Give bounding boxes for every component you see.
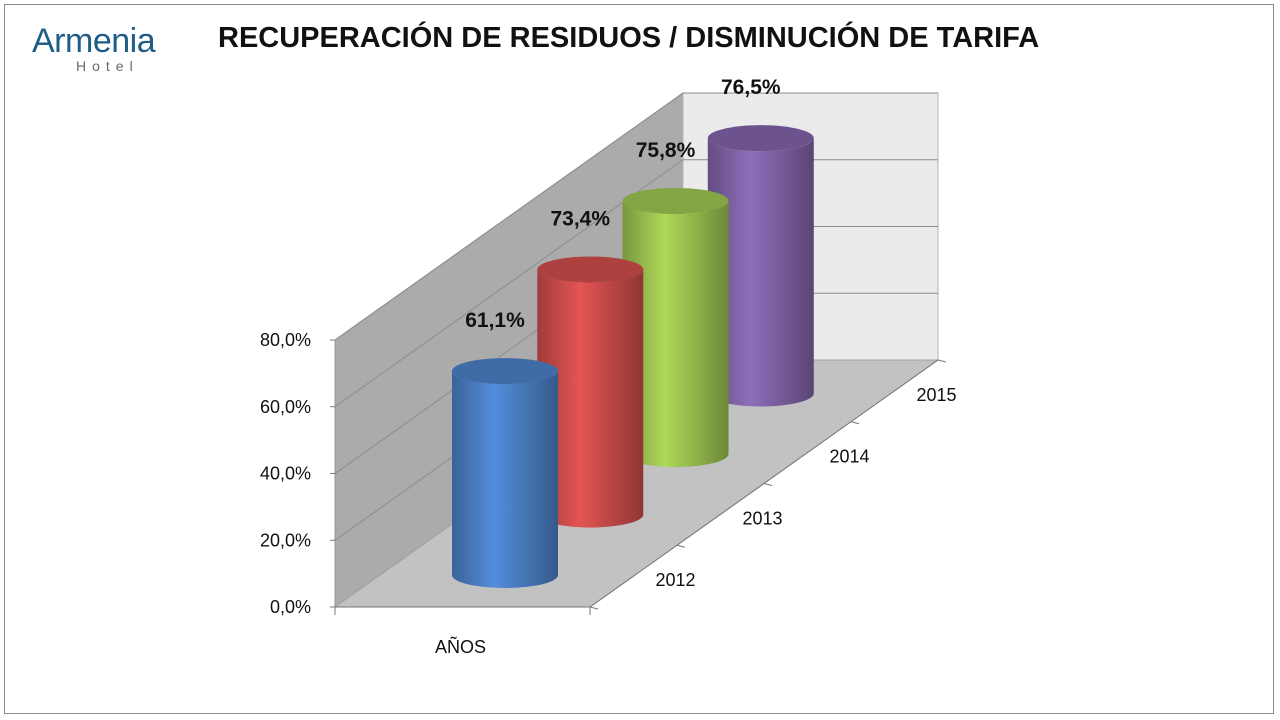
y-tick-label: 20,0%: [260, 530, 311, 550]
chart-frame: [4, 4, 1274, 714]
depth-axis-tick: [763, 483, 773, 486]
logo-subtitle: Hotel: [76, 58, 139, 74]
category-label: 2014: [829, 447, 869, 467]
depth-axis-tick: [937, 359, 947, 363]
depth-axis-line: [589, 359, 939, 608]
cylinder-top: [537, 256, 644, 283]
y-tick-label: 0,0%: [270, 597, 311, 617]
cylinder-top: [452, 358, 558, 385]
y-tick-label: 80,0%: [260, 330, 311, 350]
y-tick-label: 40,0%: [260, 464, 311, 484]
category-label: 2015: [916, 385, 956, 405]
y-axis-ticks: 0,0% 20,0% 40,0% 60,0% 80,0%: [260, 330, 947, 617]
y-tick-label: 60,0%: [260, 397, 311, 417]
cylinder-body: [452, 371, 558, 588]
cylinder-body: [707, 138, 814, 407]
category-labels: 2015 2014 2013 2012: [655, 385, 956, 590]
x-axis-label: AÑOS: [435, 636, 486, 657]
depth-axis-tick: [850, 421, 860, 425]
data-label: 61,1%: [465, 309, 525, 332]
logo-name: Armenia: [32, 22, 156, 60]
data-label: 76,5%: [721, 76, 781, 99]
data-labels: 76,5% 75,8% 73,4% 61,1%: [465, 76, 781, 332]
depth-axis-tick: [676, 544, 686, 548]
cylinder-2013: [537, 256, 644, 528]
depth-axis-tick: [589, 606, 599, 610]
cylinder-bars: [452, 125, 814, 588]
cylinder-2012: [452, 358, 558, 588]
gridline: [334, 92, 938, 341]
cylinder-top: [707, 125, 814, 152]
cylinder-2014: [622, 187, 729, 467]
cylinder-body: [622, 200, 729, 467]
cylinder-2015: [707, 125, 814, 407]
data-label: 75,8%: [636, 139, 696, 162]
data-label: 73,4%: [550, 208, 610, 231]
category-label: 2013: [742, 508, 782, 528]
armenia-hotel-logo: Armenia Hotel: [32, 18, 182, 78]
category-label: 2012: [655, 570, 695, 590]
cylinder-body: [537, 269, 644, 528]
cylinder-top: [622, 187, 729, 214]
gridline: [334, 159, 938, 408]
chart-title: RECUPERACIÓN DE RESIDUOS / DISMINUCIÓN D…: [218, 22, 1040, 54]
